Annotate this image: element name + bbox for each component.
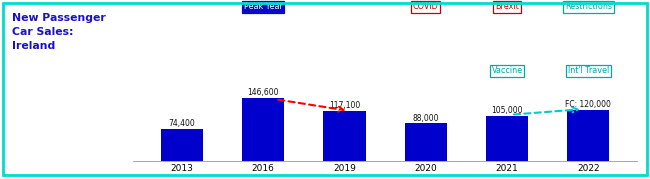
Text: Vaccine: Vaccine: [491, 66, 523, 75]
Text: Brexit: Brexit: [495, 3, 519, 11]
Text: Restrictions: Restrictions: [565, 3, 612, 11]
Text: New Passenger
Car Sales:
Ireland: New Passenger Car Sales: Ireland: [12, 13, 105, 51]
Text: 146,600: 146,600: [248, 88, 279, 97]
Bar: [567, 110, 610, 161]
Text: Peak Year: Peak Year: [244, 3, 283, 11]
Bar: [486, 116, 528, 161]
Text: 74,400: 74,400: [168, 119, 196, 128]
Text: 105,000: 105,000: [491, 106, 523, 115]
Bar: [404, 123, 447, 161]
Text: 117,100: 117,100: [329, 101, 360, 110]
Text: Int'l Travel: Int'l Travel: [567, 66, 609, 75]
Text: 88,000: 88,000: [413, 113, 439, 122]
Bar: [242, 98, 285, 161]
Text: FC: 120,000: FC: 120,000: [566, 100, 611, 109]
Text: COVID: COVID: [413, 3, 439, 11]
Bar: [324, 111, 365, 161]
Bar: [161, 129, 203, 161]
